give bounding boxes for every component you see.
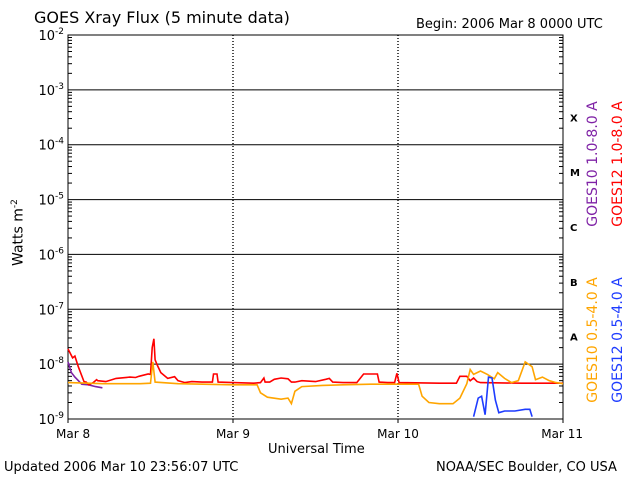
legend-entry: GOES12 0.5-4.0 A [610, 277, 626, 403]
y-tick-exponent: -9 [55, 411, 64, 421]
y-tick-base: 10 [38, 139, 55, 154]
x-axis-label: Universal Time [268, 442, 365, 457]
x-tick-label: Mar 11 [541, 427, 583, 441]
y-tick-base: 10 [38, 303, 55, 318]
begin-label: Begin: 2006 Mar 8 0000 UTC [416, 17, 603, 32]
updated-timestamp: Updated 2006 Mar 10 23:56:07 UTC [4, 460, 239, 475]
series-line [67, 338, 563, 386]
legend-entry: GOES10 0.5-4.0 A [585, 277, 601, 403]
y-tick-exponent: -8 [55, 356, 64, 366]
y-tick-label: 10-7 [38, 301, 64, 318]
credit-label: NOAA/SEC Boulder, CO USA [436, 460, 617, 475]
series-line [67, 361, 103, 389]
y-tick-exponent: -3 [55, 82, 64, 92]
flare-class-label: A [570, 333, 578, 344]
series-line [67, 360, 564, 406]
y-tick-label: 10-8 [38, 356, 64, 373]
y-axis-label-exponent: -2 [10, 199, 20, 209]
series-line [472, 376, 533, 417]
y-tick-label: 10-5 [38, 192, 64, 209]
chart-title: GOES Xray Flux (5 minute data) [34, 8, 290, 27]
legend-entry: GOES10 1.0-8.0 A [585, 101, 601, 227]
y-tick-label: 10-6 [38, 246, 64, 263]
x-tick-label: Mar 9 [216, 427, 250, 441]
y-tick-base: 10 [38, 248, 55, 263]
y-tick-label: 10-3 [38, 82, 64, 99]
flare-class-label: B [570, 278, 578, 289]
y-axis-label: Watts m-2 [10, 199, 27, 266]
y-tick-label: 10-4 [38, 137, 64, 154]
flare-class-label: M [570, 168, 580, 179]
y-tick-exponent: -7 [55, 301, 64, 311]
y-axis-label-base: Watts m [10, 208, 27, 266]
y-tick-exponent: -6 [55, 246, 64, 256]
y-tick-label: 10-9 [38, 411, 64, 428]
x-tick-label: Mar 8 [56, 427, 90, 441]
y-tick-label: 10-2 [38, 27, 64, 44]
flare-class-label: C [570, 223, 577, 234]
plot-frame [67, 34, 564, 420]
legend-entry: GOES12 1.0-8.0 A [610, 101, 626, 227]
y-tick-exponent: -5 [55, 192, 64, 202]
y-tick-exponent: -4 [55, 137, 64, 147]
x-tick-label: Mar 10 [377, 427, 419, 441]
flare-class-label: X [570, 113, 578, 124]
y-tick-base: 10 [38, 413, 55, 428]
y-tick-base: 10 [38, 84, 55, 99]
y-tick-base: 10 [38, 194, 55, 209]
y-tick-base: 10 [38, 29, 55, 44]
y-tick-exponent: -2 [55, 27, 64, 37]
y-tick-base: 10 [38, 358, 55, 373]
